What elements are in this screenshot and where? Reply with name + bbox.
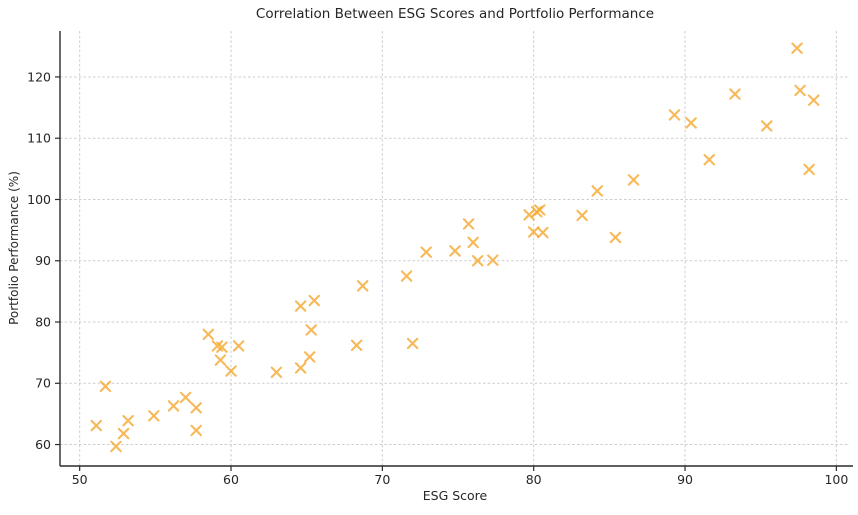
y-tick-label: 110 — [27, 131, 51, 146]
data-point-marker — [110, 440, 122, 453]
data-point-marker — [791, 42, 803, 54]
chart-title: Correlation Between ESG Scores and Portf… — [255, 6, 655, 22]
data-point-marker — [420, 246, 432, 258]
data-point-marker — [703, 153, 716, 166]
data-point-marker — [685, 117, 697, 129]
y-tick-label: 90 — [35, 253, 51, 268]
data-point-marker — [523, 209, 535, 221]
data-point-marker — [202, 328, 215, 341]
data-point-marker — [294, 300, 307, 312]
data-point-marker — [148, 410, 160, 422]
data-point-marker — [90, 419, 103, 432]
data-point-marker — [761, 120, 773, 132]
data-point-marker — [803, 163, 815, 176]
data-point-marker — [527, 226, 540, 238]
y-axis-label: Portfolio Performance (%) — [7, 171, 21, 325]
data-point-marker — [534, 204, 546, 216]
x-tick-label: 90 — [677, 472, 693, 487]
x-tick-label: 60 — [223, 472, 239, 487]
data-point-marker — [576, 209, 588, 222]
x-axis-label: ESG Score — [422, 488, 488, 503]
data-point-marker — [190, 402, 202, 414]
data-point-marker — [609, 231, 622, 244]
data-point-marker — [225, 365, 237, 377]
data-point-marker — [807, 94, 820, 106]
data-point-marker — [294, 362, 307, 374]
data-point-marker — [308, 294, 321, 307]
x-tick-label: 50 — [72, 472, 88, 487]
data-point-marker — [216, 341, 228, 353]
data-point-marker — [537, 226, 549, 239]
y-tick-label: 60 — [35, 437, 51, 452]
data-point-marker — [190, 424, 202, 437]
data-point-marker — [591, 185, 604, 197]
data-point-marker — [356, 280, 369, 292]
data-point-marker — [167, 400, 180, 412]
data-point-marker — [303, 351, 316, 363]
data-point-marker — [179, 391, 192, 404]
data-point-marker — [627, 174, 640, 186]
y-tick-label: 70 — [35, 376, 51, 391]
data-point-marker — [400, 270, 413, 282]
data-point-marker — [794, 84, 806, 97]
y-tick-label: 100 — [27, 192, 51, 207]
data-point-marker — [350, 339, 363, 352]
data-point-marker — [471, 255, 484, 267]
data-point-marker — [406, 337, 419, 350]
data-point-marker — [305, 324, 317, 336]
data-point-marker — [668, 109, 681, 121]
data-point-marker — [117, 427, 130, 440]
y-tick-label: 80 — [35, 314, 51, 329]
data-point-marker — [214, 354, 227, 366]
data-point-marker — [467, 236, 479, 249]
data-point-marker — [232, 340, 245, 352]
y-tick-label: 120 — [27, 69, 51, 84]
data-point-marker — [270, 366, 283, 379]
data-point-marker — [99, 380, 112, 393]
data-point-marker — [462, 218, 475, 230]
data-point-marker — [729, 88, 741, 100]
data-point-marker — [122, 414, 134, 427]
x-tick-label: 80 — [526, 472, 542, 487]
data-point-marker — [487, 254, 499, 266]
x-tick-label: 70 — [374, 472, 390, 487]
data-point-marker — [449, 245, 461, 257]
x-tick-label: 100 — [824, 472, 848, 487]
